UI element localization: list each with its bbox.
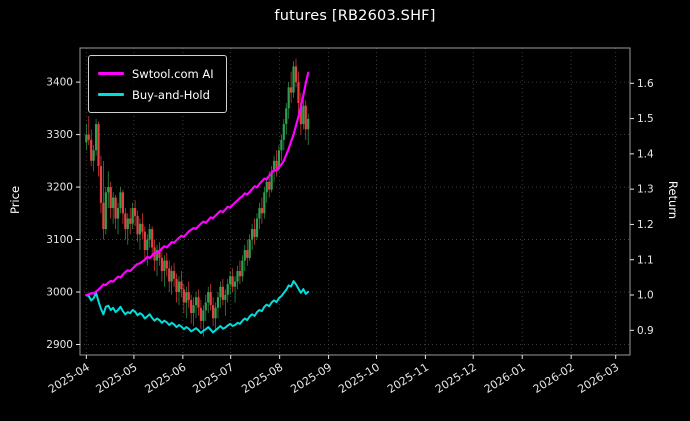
x-tick-label: 2025-06 (143, 361, 189, 396)
x-tick-label: 2025-07 (190, 361, 236, 396)
x-tick-label: 2025-08 (239, 361, 285, 396)
return-tick-label: 1.1 (637, 254, 654, 266)
return-tick-label: 0.9 (637, 325, 654, 337)
ai-return-line (85, 71, 310, 297)
x-tick-label: 2025-11 (385, 361, 431, 396)
legend-label-ai: Swtool.com AI (132, 66, 214, 81)
x-tick-label: 2026-01 (482, 361, 528, 396)
ai-line-swatch (98, 72, 124, 75)
candles-layer (85, 58, 310, 337)
legend: Swtool.com AI Buy-and-Hold (88, 55, 227, 113)
x-tick-label: 2025-12 (433, 361, 479, 396)
price-tick-label: 3000 (46, 287, 73, 299)
price-tick-label: 3400 (46, 77, 73, 89)
x-tick-label: 2025-05 (94, 361, 140, 396)
return-tick-label: 1.4 (637, 148, 654, 160)
buy-and-hold-line-swatch (98, 93, 124, 96)
price-tick-label: 3200 (46, 182, 73, 194)
return-tick-label: 1.3 (637, 184, 654, 196)
price-tick-label: 2900 (46, 339, 73, 351)
right-axis-label: Return (666, 180, 680, 220)
x-tick-label: 2025-09 (288, 361, 334, 396)
left-axis-label: Price (8, 185, 22, 215)
legend-item-buy-and-hold: Buy-and-Hold (98, 84, 214, 105)
chart-title: futures [RB2603.SHF] (274, 8, 436, 24)
x-tick-label: 2026-03 (575, 361, 621, 396)
return-tick-label: 1.0 (637, 290, 654, 302)
legend-item-ai: Swtool.com AI (98, 63, 214, 84)
legend-label-buy-and-hold: Buy-and-Hold (132, 87, 210, 102)
price-tick-label: 3300 (46, 129, 73, 141)
return-tick-label: 1.5 (637, 113, 654, 125)
price-tick-label: 3100 (46, 234, 73, 246)
return-tick-label: 1.2 (637, 219, 654, 231)
x-tick-label: 2025-04 (46, 361, 92, 396)
return-tick-label: 1.6 (637, 78, 654, 90)
x-tick-label: 2025-10 (336, 361, 382, 396)
x-tick-label: 2026-02 (531, 361, 577, 396)
buy-and-hold-line (85, 280, 310, 334)
